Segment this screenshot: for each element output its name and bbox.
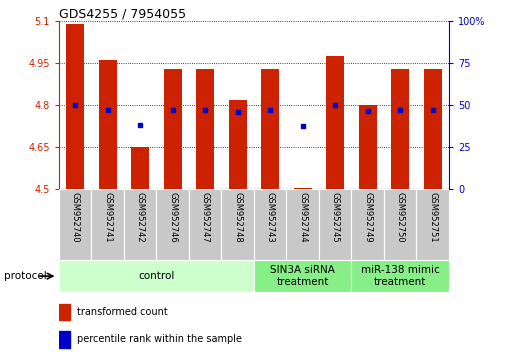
Bar <box>91 189 124 260</box>
Bar <box>319 189 351 260</box>
Bar <box>254 189 286 260</box>
Bar <box>164 69 182 189</box>
Bar <box>59 189 91 260</box>
Bar <box>156 189 189 260</box>
Text: miR-138 mimic
treatment: miR-138 mimic treatment <box>361 265 440 287</box>
Text: GSM952750: GSM952750 <box>396 192 405 242</box>
Bar <box>229 100 247 189</box>
Bar <box>294 188 311 189</box>
Bar <box>359 105 377 189</box>
Text: GSM952744: GSM952744 <box>298 192 307 242</box>
Text: GSM952740: GSM952740 <box>71 192 80 242</box>
Text: GSM952745: GSM952745 <box>331 192 340 242</box>
Text: GSM952746: GSM952746 <box>168 192 177 242</box>
Bar <box>384 189 417 260</box>
Text: SIN3A siRNA
treatment: SIN3A siRNA treatment <box>270 265 335 287</box>
Text: transformed count: transformed count <box>76 307 167 317</box>
Bar <box>391 69 409 189</box>
Bar <box>189 189 222 260</box>
Bar <box>286 189 319 260</box>
Text: GSM952748: GSM952748 <box>233 192 242 242</box>
Bar <box>59 331 70 348</box>
Bar <box>59 260 254 292</box>
Bar <box>351 189 384 260</box>
Bar <box>196 69 214 189</box>
Bar <box>59 304 70 320</box>
Bar <box>254 260 351 292</box>
Bar <box>131 147 149 189</box>
Text: control: control <box>139 271 174 281</box>
Bar <box>66 24 84 189</box>
Bar <box>124 189 156 260</box>
Text: percentile rank within the sample: percentile rank within the sample <box>76 335 242 344</box>
Text: GSM952742: GSM952742 <box>136 192 145 242</box>
Bar <box>222 189 254 260</box>
Text: GSM952747: GSM952747 <box>201 192 210 242</box>
Text: GSM952749: GSM952749 <box>363 192 372 242</box>
Bar <box>326 56 344 189</box>
Text: GDS4255 / 7954055: GDS4255 / 7954055 <box>59 7 186 20</box>
Bar <box>99 61 116 189</box>
Bar <box>424 69 442 189</box>
Text: protocol: protocol <box>4 271 47 281</box>
Text: GSM952741: GSM952741 <box>103 192 112 242</box>
Bar <box>261 69 279 189</box>
Bar <box>417 189 449 260</box>
Text: GSM952751: GSM952751 <box>428 192 437 242</box>
Text: GSM952743: GSM952743 <box>266 192 274 242</box>
Bar <box>351 260 449 292</box>
